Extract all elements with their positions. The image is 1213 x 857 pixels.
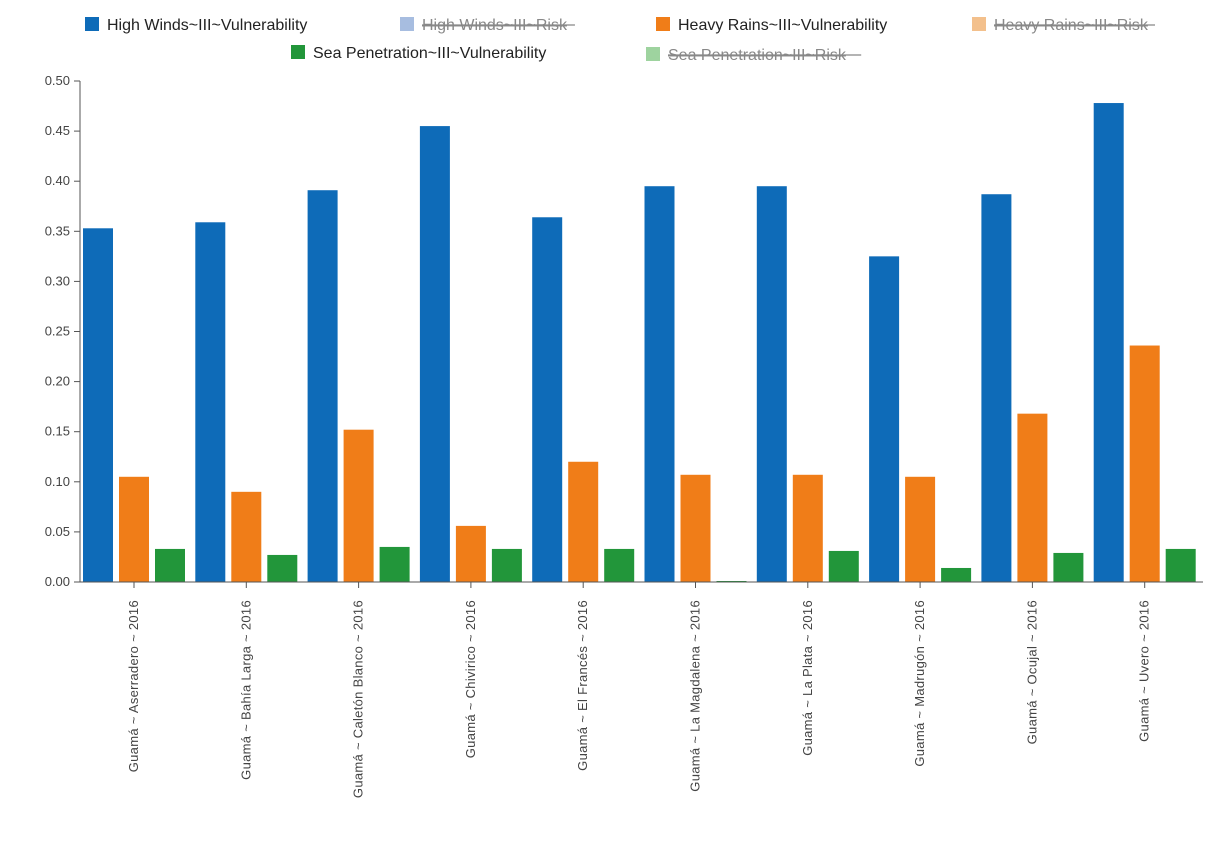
x-tick-label: Guamá ~ Madrugón ~ 2016 [912, 600, 927, 767]
bar-group-guam-chivirico-2016 [419, 126, 522, 582]
bar-high-winds-iii-vulnerability[interactable] [756, 186, 787, 582]
legend-swatch [646, 47, 660, 61]
bar-group-guam-la-magdalena-2016 [644, 186, 747, 582]
bar-high-winds-iii-vulnerability[interactable] [532, 217, 563, 582]
bar-high-winds-iii-vulnerability[interactable] [869, 256, 900, 582]
bar-sea-penetration-iii-vulnerability[interactable] [491, 548, 522, 582]
bar-group-guam-calet-n-blanco-2016 [307, 190, 410, 582]
x-tick-label: Guamá ~ Chivirico ~ 2016 [463, 600, 478, 758]
bar-high-winds-iii-vulnerability[interactable] [195, 222, 226, 583]
bar-sea-penetration-iii-vulnerability[interactable] [604, 548, 635, 582]
bar-group-guam-bah-a-larga-2016 [195, 222, 298, 583]
bar-sea-penetration-iii-vulnerability[interactable] [716, 580, 747, 582]
legend-label: Heavy Rains~III~Vulnerability [678, 17, 887, 34]
x-tick-label: Guamá ~ La Magdalena ~ 2016 [688, 600, 703, 792]
bar-heavy-rains-iii-vulnerability[interactable] [680, 474, 711, 582]
bar-high-winds-iii-vulnerability[interactable] [307, 190, 338, 582]
bar-group-guam-ocujal-2016 [981, 194, 1084, 582]
bar-heavy-rains-iii-vulnerability[interactable] [792, 474, 823, 582]
legend-item-high-winds-iii-vulnerability[interactable]: High Winds~III~Vulnerability [85, 17, 307, 34]
bar-high-winds-iii-vulnerability[interactable] [419, 126, 450, 582]
y-tick-label: 0.00 [45, 574, 70, 589]
x-tick-label: Guamá ~ Aserradero ~ 2016 [126, 600, 141, 772]
y-tick-label: 0.45 [45, 123, 70, 138]
bar-heavy-rains-iii-vulnerability[interactable] [1129, 345, 1160, 582]
bar-sea-penetration-iii-vulnerability[interactable] [267, 554, 298, 582]
y-tick-label: 0.05 [45, 524, 70, 539]
bar-sea-penetration-iii-vulnerability[interactable] [828, 550, 859, 582]
bar-heavy-rains-iii-vulnerability[interactable] [568, 461, 599, 582]
x-tick-label: Guamá ~ Ocujal ~ 2016 [1024, 600, 1039, 744]
bar-group-guam-madrug-n-2016 [869, 256, 972, 582]
bar-group-guam-uvero-2016 [1093, 103, 1196, 582]
y-tick-label: 0.40 [45, 173, 70, 188]
legend-item-sea-penetration-iii-risk[interactable]: Sea Penetration~III~Risk [646, 47, 862, 64]
legend-item-heavy-rains-iii-vulnerability[interactable]: Heavy Rains~III~Vulnerability [656, 17, 887, 34]
bar-group-guam-la-plata-2016 [756, 186, 859, 582]
bar-high-winds-iii-vulnerability[interactable] [1093, 103, 1124, 582]
bar-sea-penetration-iii-vulnerability[interactable] [379, 546, 410, 582]
legend-label: Sea Penetration~III~Vulnerability [313, 45, 546, 62]
chart-legend: High Winds~III~Vulnerability High Winds~I… [85, 17, 1155, 64]
bar-sea-penetration-iii-vulnerability[interactable] [155, 548, 185, 582]
bar-group-guam-aserradero-2016 [83, 228, 185, 582]
bar-heavy-rains-iii-vulnerability[interactable] [1017, 413, 1048, 582]
y-tick-label: 0.30 [45, 273, 70, 288]
legend-swatch [656, 17, 670, 31]
x-tick-label: Guamá ~ Bahía Larga ~ 2016 [238, 600, 253, 780]
legend-item-heavy-rains-iii-risk[interactable]: Heavy Rains~III~Risk [972, 17, 1155, 34]
bar-heavy-rains-iii-vulnerability[interactable] [343, 429, 374, 582]
y-tick-label: 0.20 [45, 374, 70, 389]
bar-series-group [83, 103, 1196, 583]
x-tick-label: Guamá ~ La Plata ~ 2016 [800, 600, 815, 756]
x-tick-label: Guamá ~ Uvero ~ 2016 [1137, 600, 1152, 742]
x-axis: Guamá ~ Aserradero ~ 2016 Guamá ~ Bahía L… [80, 581, 1203, 798]
x-tick-label: Guamá ~ Caletón Blanco ~ 2016 [351, 600, 366, 798]
bar-heavy-rains-iii-vulnerability[interactable] [455, 525, 486, 582]
bar-sea-penetration-iii-vulnerability[interactable] [1053, 552, 1084, 582]
y-tick-label: 0.15 [45, 424, 70, 439]
legend-swatch [400, 17, 414, 31]
bar-high-winds-iii-vulnerability[interactable] [644, 186, 675, 582]
bar-sea-penetration-iii-vulnerability[interactable] [1165, 548, 1196, 582]
y-tick-label: 0.25 [45, 324, 70, 339]
bar-heavy-rains-iii-vulnerability[interactable] [905, 476, 936, 582]
y-tick-label: 0.35 [45, 223, 70, 238]
x-tick-label: Guamá ~ El Francés ~ 2016 [575, 600, 590, 771]
y-axis: 0.00 0.05 0.10 0.15 0.20 0.25 0.30 0.35 0.40 0.45… [45, 73, 81, 589]
y-tick-label: 0.10 [45, 474, 70, 489]
bar-heavy-rains-iii-vulnerability[interactable] [119, 476, 149, 582]
bar-group-guam-el-franc-s-2016 [532, 217, 635, 582]
y-tick-label: 0.50 [45, 73, 70, 88]
bar-sea-penetration-iii-vulnerability[interactable] [941, 567, 972, 582]
legend-label: High Winds~III~Vulnerability [107, 17, 307, 34]
legend-swatch [972, 17, 986, 31]
legend-item-sea-penetration-iii-vulnerability[interactable]: Sea Penetration~III~Vulnerability [291, 45, 546, 62]
bar-high-winds-iii-vulnerability[interactable] [981, 194, 1012, 582]
legend-swatch [85, 17, 99, 31]
bar-high-winds-iii-vulnerability[interactable] [83, 228, 113, 582]
legend-item-high-winds-iii-risk[interactable]: High Winds~III~Risk [400, 17, 575, 34]
legend-swatch [291, 45, 305, 59]
bar-heavy-rains-iii-vulnerability[interactable] [231, 491, 262, 582]
